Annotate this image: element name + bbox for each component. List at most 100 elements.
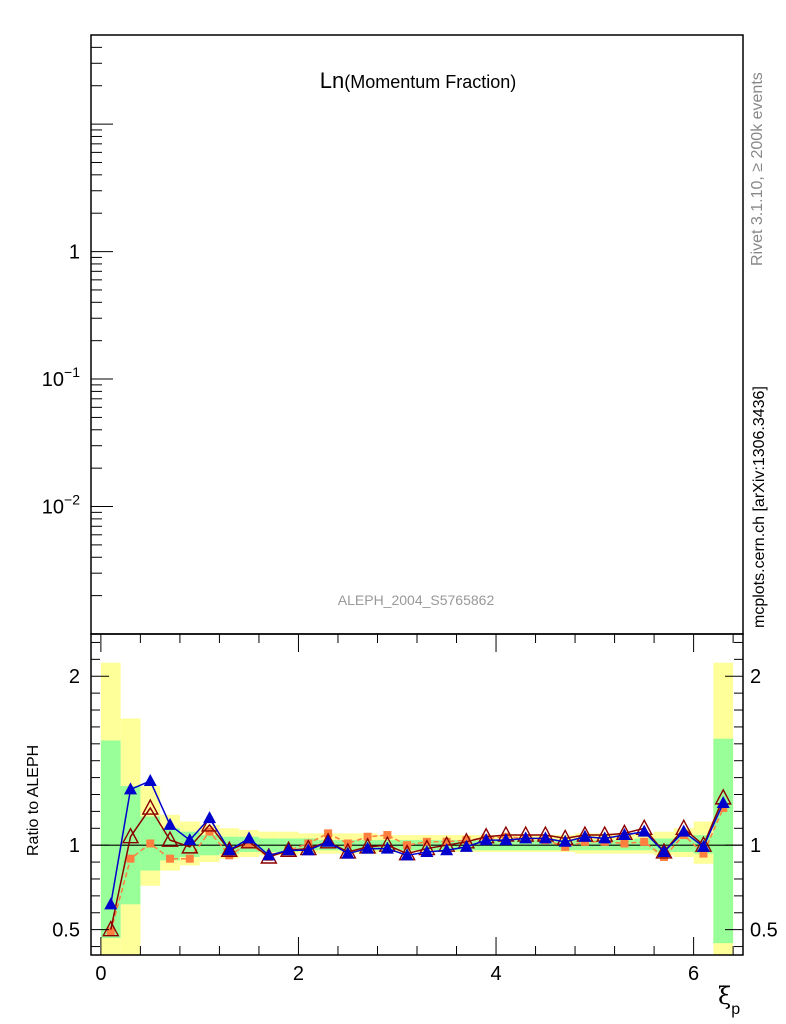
series-point — [578, 829, 592, 842]
main-y-tick-label: 10−1 — [42, 364, 80, 391]
ratio-frame — [90, 633, 744, 956]
series-point — [319, 832, 337, 849]
main-frame — [90, 34, 744, 635]
main-y-tick-label: 10−2 — [42, 492, 80, 519]
series-point — [143, 773, 157, 786]
series-point — [279, 840, 298, 857]
x-axis-label-symbol: ξ — [718, 982, 731, 1010]
series-point — [561, 842, 570, 851]
ratio-y-tick-label-left: 0.5 — [52, 920, 80, 942]
series-point — [183, 833, 197, 846]
series-point — [341, 846, 355, 859]
series-point — [363, 832, 372, 841]
series-point — [380, 841, 394, 854]
series-point — [499, 833, 513, 846]
series-point — [102, 920, 120, 937]
series-point — [580, 837, 589, 846]
series-point — [262, 848, 276, 861]
series-point — [459, 839, 473, 852]
series-point — [442, 837, 451, 846]
series-point — [106, 927, 115, 936]
series-point — [282, 843, 296, 856]
band-green — [713, 738, 734, 944]
series-point — [163, 817, 177, 830]
x-axis-label: ξp — [718, 982, 740, 1018]
series-point — [126, 854, 135, 863]
series-point — [124, 782, 138, 795]
series-point — [146, 839, 155, 848]
band-green — [160, 828, 180, 861]
tick-base: 10 — [42, 369, 64, 391]
series-point — [677, 824, 691, 837]
series-point — [225, 851, 234, 860]
x-tick-label: 4 — [490, 963, 501, 985]
series-point — [400, 848, 414, 861]
series-point — [220, 840, 238, 857]
series-point — [205, 827, 214, 836]
tick-exponent: −1 — [64, 364, 80, 380]
series-point — [301, 843, 315, 856]
series-point — [161, 830, 179, 847]
series-point — [655, 842, 673, 859]
series-point — [242, 831, 256, 844]
mcplots-site-label: mcplots.cern.ch [arXiv:1306.3436] — [751, 386, 768, 628]
ratio-y-tick-label-left: 1 — [69, 835, 80, 857]
ratio-y-axis-label: Ratio to ALEPH — [25, 745, 42, 856]
rivet-version-label: Rivet 3.1.10, ≥ 200k events — [749, 72, 766, 266]
analysis-label: ALEPH_2004_S5765862 — [338, 592, 495, 608]
series-point — [185, 854, 194, 863]
x-tick-label: 0 — [95, 963, 106, 985]
series-point — [699, 849, 708, 858]
ratio-tick-labels: 0 2 4 6 0.5 0.5 1 1 2 2 — [52, 666, 778, 985]
chart-title: Ln(Momentum Fraction) — [320, 68, 517, 93]
series-point — [620, 839, 629, 848]
series-point — [538, 831, 552, 844]
ratio-y-tick-label-left: 2 — [69, 666, 80, 688]
series-point — [637, 824, 651, 837]
x-axis-label-subscript: p — [731, 1001, 740, 1018]
chart-title-main: Ln — [320, 68, 344, 93]
series-point — [222, 843, 236, 856]
series-point — [519, 831, 533, 844]
ratio-ticks — [91, 634, 743, 955]
series-point — [558, 834, 572, 847]
tick-base: 10 — [42, 497, 64, 519]
series-point — [617, 828, 631, 841]
series-point — [420, 844, 434, 857]
uncertainty-bands — [100, 662, 734, 955]
ratio-panel: 0 2 4 6 0.5 0.5 1 1 2 2 Ratio to ALEPH ξp — [25, 633, 778, 1018]
series-point — [121, 827, 140, 844]
ratio-series — [102, 773, 732, 937]
series-point — [640, 837, 649, 846]
ratio-y-tick-label-right: 2 — [750, 666, 761, 688]
series-point — [203, 811, 217, 824]
band-green — [100, 740, 121, 939]
series-point — [659, 853, 668, 862]
series-point — [479, 833, 493, 846]
main-y-tick-label: 1 — [69, 242, 80, 264]
series-point — [181, 837, 199, 854]
series-point — [361, 841, 375, 854]
chart-title-sub: (Momentum Fraction) — [344, 72, 516, 92]
series-point — [716, 795, 730, 808]
series-point — [321, 834, 335, 847]
series-point — [166, 854, 175, 863]
series-point — [245, 839, 254, 848]
series-point — [383, 831, 392, 840]
series-point — [598, 831, 612, 844]
main-y-tick-labels: 110−110−2 — [42, 242, 80, 519]
series-point — [696, 839, 710, 852]
series-point — [141, 798, 159, 815]
ratio-y-tick-label-right: 1 — [750, 835, 761, 857]
series-point — [657, 844, 671, 857]
series-point — [440, 843, 454, 856]
tick-exponent: −2 — [64, 492, 80, 508]
main-y-ticks — [91, 34, 113, 635]
ratio-y-tick-label-right: 0.5 — [750, 920, 778, 942]
main-panel: 110−110−2 Ln(Momentum Fraction) ALEPH_20… — [42, 34, 744, 635]
series-point — [104, 897, 118, 910]
x-tick-label: 6 — [688, 963, 699, 985]
series-line — [110, 797, 724, 930]
x-tick-label: 2 — [293, 963, 304, 985]
